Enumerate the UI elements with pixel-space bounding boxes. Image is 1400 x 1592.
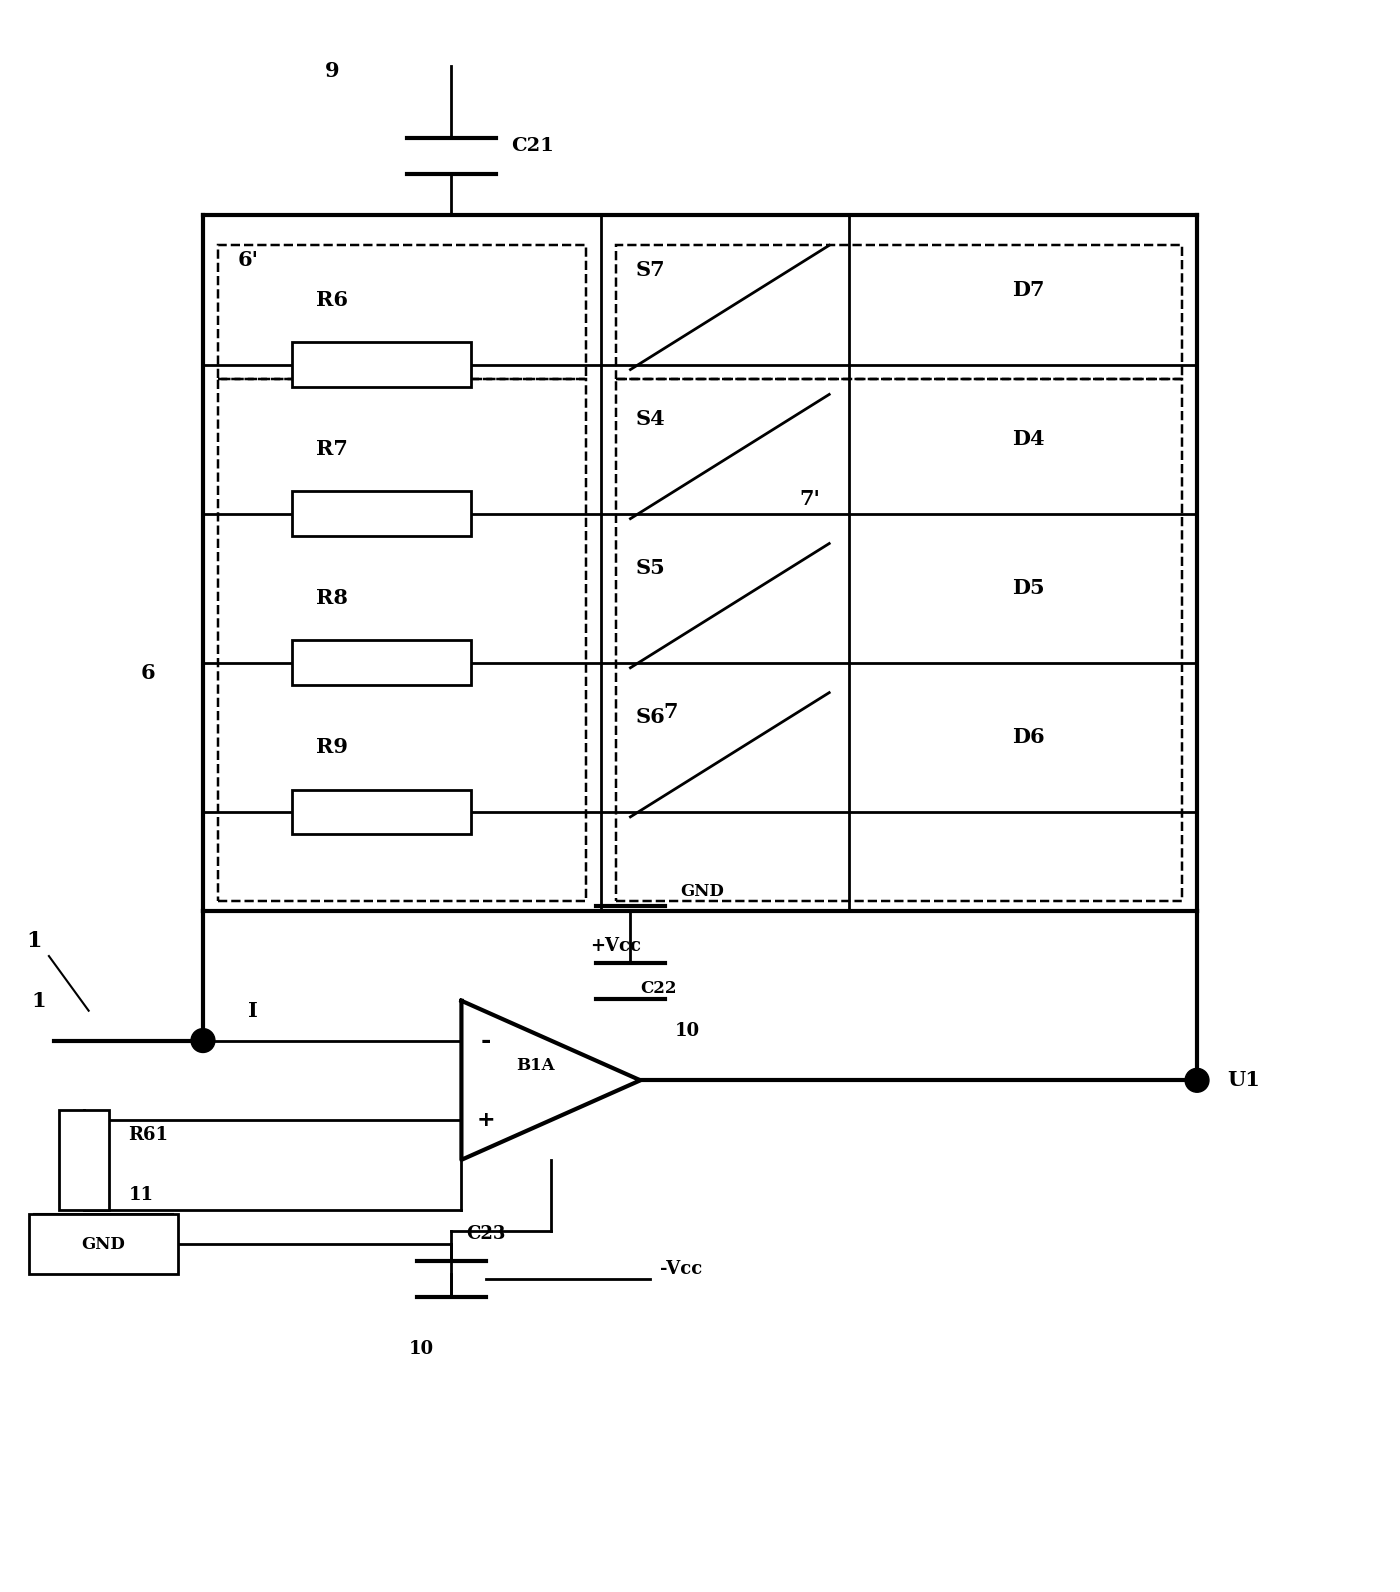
Text: R9: R9 bbox=[316, 737, 349, 758]
Text: +Vcc: +Vcc bbox=[589, 938, 641, 955]
Text: 6: 6 bbox=[141, 662, 155, 683]
Text: S6: S6 bbox=[636, 707, 665, 728]
Bar bbox=[218, 379, 585, 901]
Bar bbox=[59, 1110, 109, 1210]
Text: 1: 1 bbox=[32, 990, 46, 1011]
Text: 10: 10 bbox=[675, 1022, 700, 1040]
Text: 1: 1 bbox=[27, 930, 42, 952]
Bar bbox=[29, 1215, 178, 1274]
Bar bbox=[293, 492, 472, 537]
Text: R7: R7 bbox=[316, 439, 349, 458]
Text: D5: D5 bbox=[1012, 578, 1044, 599]
Bar bbox=[293, 640, 472, 685]
Text: B1A: B1A bbox=[517, 1057, 556, 1075]
Text: C22: C22 bbox=[640, 981, 676, 997]
Text: 9: 9 bbox=[325, 62, 340, 81]
Text: GND: GND bbox=[81, 1235, 126, 1253]
Text: R6: R6 bbox=[316, 290, 349, 310]
Bar bbox=[293, 342, 472, 387]
Text: C23: C23 bbox=[466, 1226, 505, 1243]
Text: 11: 11 bbox=[129, 1186, 154, 1204]
Text: C21: C21 bbox=[511, 137, 554, 154]
Text: S7: S7 bbox=[636, 259, 665, 280]
Text: R8: R8 bbox=[316, 587, 349, 608]
Text: D7: D7 bbox=[1012, 280, 1044, 299]
Bar bbox=[293, 790, 472, 834]
Text: S4: S4 bbox=[636, 409, 665, 430]
Text: S5: S5 bbox=[636, 559, 665, 578]
Text: -Vcc: -Vcc bbox=[661, 1261, 703, 1278]
Text: D6: D6 bbox=[1012, 728, 1044, 747]
Text: R61: R61 bbox=[129, 1126, 168, 1145]
Text: 6': 6' bbox=[237, 250, 258, 271]
Bar bbox=[616, 379, 1182, 901]
Circle shape bbox=[190, 1028, 216, 1052]
Text: +: + bbox=[477, 1110, 496, 1130]
Circle shape bbox=[1184, 1068, 1210, 1092]
Text: 10: 10 bbox=[409, 1340, 434, 1358]
Text: 7': 7' bbox=[799, 489, 820, 509]
Text: D4: D4 bbox=[1012, 430, 1044, 449]
Text: I: I bbox=[248, 1001, 258, 1020]
Text: -: - bbox=[482, 1028, 491, 1052]
Bar bbox=[218, 245, 585, 379]
Bar bbox=[616, 245, 1182, 379]
Text: GND: GND bbox=[680, 884, 724, 899]
Text: U1: U1 bbox=[1226, 1070, 1260, 1091]
Text: 7: 7 bbox=[664, 702, 678, 723]
